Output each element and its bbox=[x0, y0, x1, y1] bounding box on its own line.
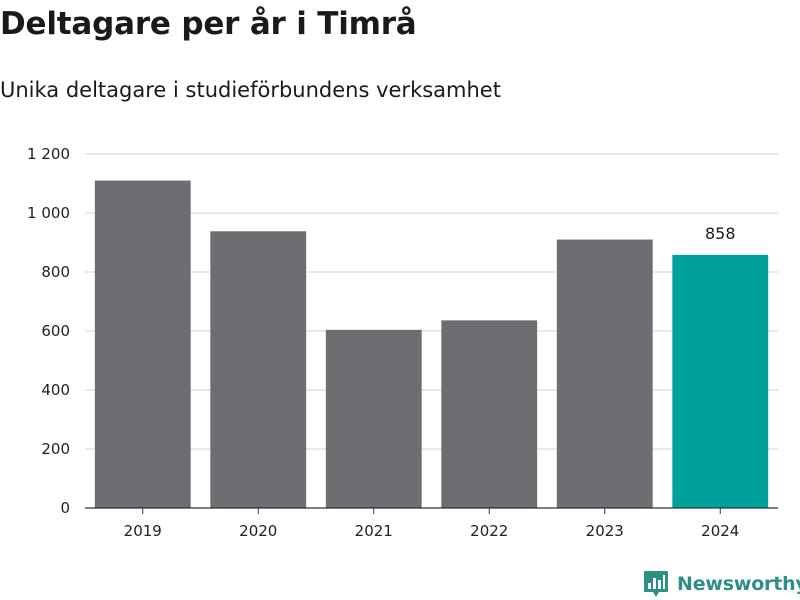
bar-2023 bbox=[556, 239, 653, 509]
gridlines bbox=[85, 153, 778, 450]
bar-2019 bbox=[94, 180, 191, 509]
data-label-2024: 858 bbox=[705, 224, 736, 243]
newsworthy-logo: Newsworthy bbox=[643, 568, 800, 600]
y-tick-label: 800 bbox=[41, 263, 70, 281]
x-tick-label: 2024 bbox=[701, 522, 739, 540]
brand-name: Newsworthy bbox=[677, 573, 800, 595]
chart-title: Deltagare per år i Timrå bbox=[0, 6, 417, 42]
bar-2020 bbox=[210, 231, 307, 509]
x-tick-label: 2020 bbox=[239, 522, 277, 540]
y-tick-label: 1 000 bbox=[27, 204, 70, 222]
chart-subtitle: Unika deltagare i studieförbundens verks… bbox=[0, 78, 501, 102]
y-tick-label: 200 bbox=[41, 440, 70, 458]
bars bbox=[94, 180, 769, 509]
axes bbox=[85, 507, 778, 514]
x-tick-label: 2021 bbox=[355, 522, 393, 540]
y-tick-label: 1 200 bbox=[27, 145, 70, 163]
x-tick-label: 2022 bbox=[470, 522, 508, 540]
y-tick-label: 600 bbox=[41, 322, 70, 340]
bar-chart: 0 200 400 600 800 1 000 1 200 2019 2020 2021 2022 2… bbox=[27, 145, 778, 540]
bar-2021 bbox=[325, 329, 422, 508]
labels: 0 200 400 600 800 1 000 1 200 2019 2020 2021 2022 2… bbox=[27, 145, 739, 540]
x-tick-label: 2019 bbox=[124, 522, 162, 540]
bar-2022 bbox=[441, 320, 538, 508]
newsworthy-logo-icon bbox=[644, 571, 668, 597]
x-tick-label: 2023 bbox=[586, 522, 624, 540]
bar-2024 bbox=[672, 254, 769, 508]
y-tick-label: 400 bbox=[41, 381, 70, 399]
y-tick-label: 0 bbox=[60, 499, 70, 517]
